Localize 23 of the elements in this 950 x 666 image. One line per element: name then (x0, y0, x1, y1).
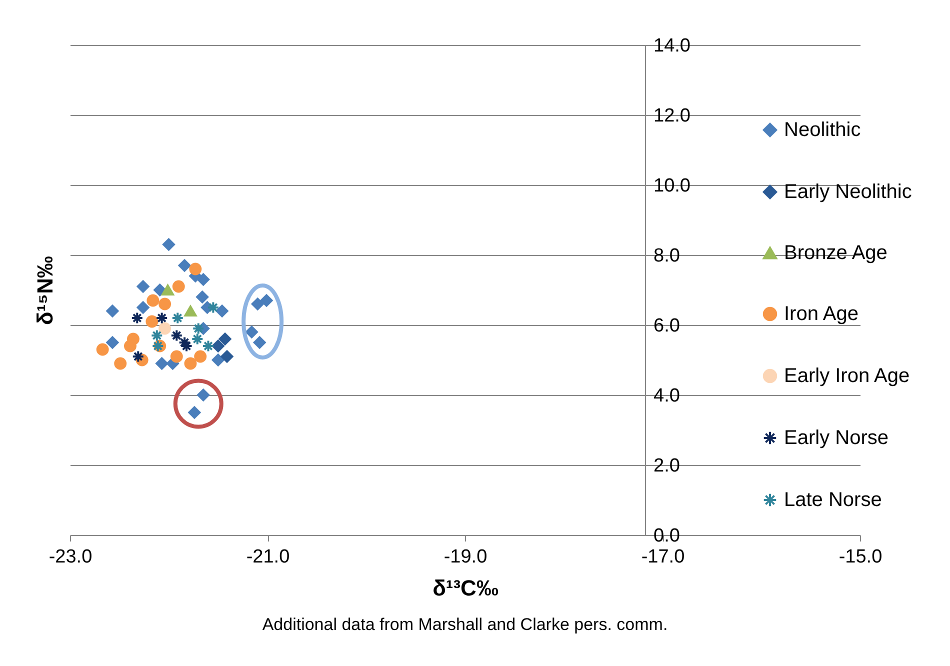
legend-label: Late Norse (784, 489, 882, 511)
x-axis-title: δ¹³C‰ (432, 576, 498, 600)
text: Additional data from Marshall and Clarke pers. comm. (262, 615, 668, 634)
y-tick-label: 4.0 (654, 386, 680, 406)
legend-label: Iron Age (784, 303, 859, 325)
y-tick-label: 10.0 (654, 176, 690, 196)
y-tick-label: 14.0 (654, 36, 690, 56)
y-axis-title: δ¹⁵N‰ (32, 256, 58, 325)
legend-label: Early Norse (784, 427, 888, 449)
x-tick-label: -23.0 (48, 546, 92, 568)
legend-label: Early Neolithic (784, 181, 912, 203)
legend-label: Bronze Age (784, 242, 888, 264)
legend-label: Early Iron Age (784, 365, 910, 387)
x-tick-label: -15.0 (838, 546, 882, 568)
x-tick-label: -21.0 (246, 546, 290, 568)
y-tick-label: 8.0 (654, 246, 680, 266)
y-tick-label: 0.0 (654, 526, 680, 546)
y-tick-label: 12.0 (654, 106, 690, 126)
y-tick-label: 6.0 (654, 316, 680, 336)
y-tick-label: 2.0 (654, 456, 680, 476)
x-tick-label: -19.0 (444, 546, 488, 568)
legend-label: Neolithic (784, 119, 861, 141)
x-tick-label: -17.0 (641, 546, 685, 568)
